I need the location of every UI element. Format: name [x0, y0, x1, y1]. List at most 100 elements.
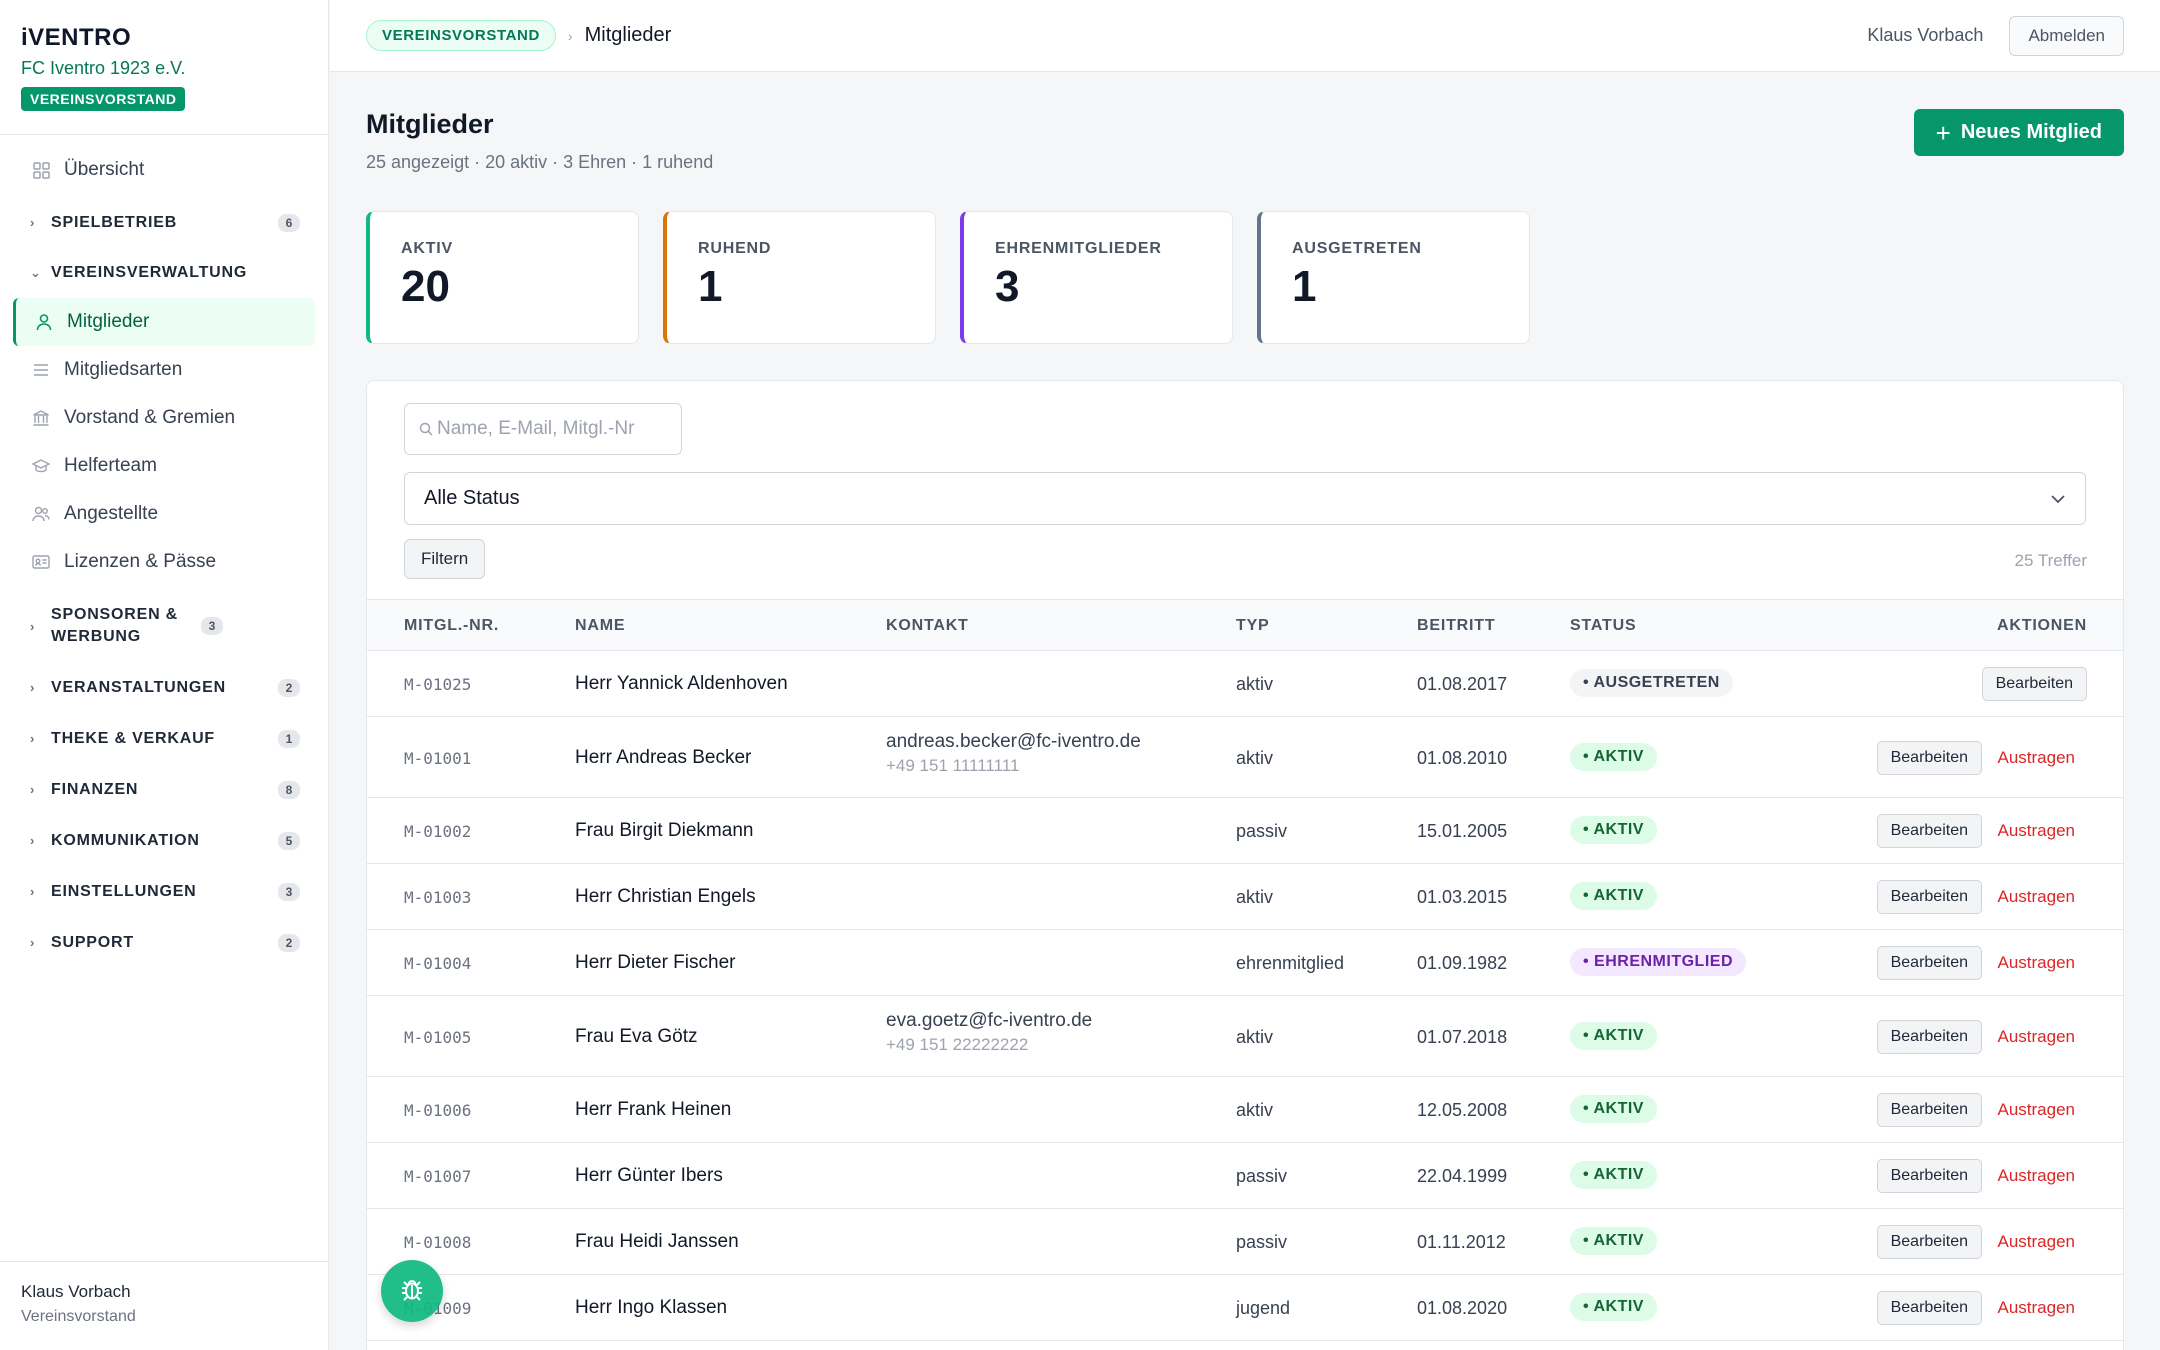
- remove-link[interactable]: Austragen: [1997, 1100, 2076, 1119]
- brand: iVENTRO FC Iventro 1923 e.V. VEREINSVORS…: [0, 0, 328, 135]
- id-card-icon: [32, 553, 50, 571]
- sidebar-item-mitgliedsarten[interactable]: Mitgliedsarten: [0, 346, 328, 394]
- member-name[interactable]: Frau Birgit Diekmann: [575, 820, 754, 841]
- edit-button[interactable]: Bearbeiten: [1876, 1019, 1982, 1054]
- edit-button[interactable]: Bearbeiten: [1876, 740, 1982, 775]
- remove-link[interactable]: Austragen: [1997, 953, 2076, 972]
- member-type: jugend: [1236, 1298, 1291, 1318]
- search-input[interactable]: [437, 418, 667, 440]
- member-join-date: 01.08.2020: [1417, 1298, 1508, 1318]
- remove-link[interactable]: Austragen: [1997, 1298, 2076, 1317]
- filter-button[interactable]: Filtern: [404, 539, 486, 579]
- chevron-right-icon: ›: [30, 618, 36, 634]
- remove-link[interactable]: Austragen: [1997, 1232, 2076, 1251]
- chevron-right-icon: ›: [30, 215, 36, 230]
- member-join-date: 01.07.2018: [1417, 1026, 1508, 1047]
- edit-button[interactable]: Bearbeiten: [1876, 814, 1982, 848]
- column-header-nr[interactable]: MITGL.-NR.: [404, 617, 500, 634]
- sidebar-item-helferteam[interactable]: Helferteam: [0, 442, 328, 490]
- column-header-kontakt[interactable]: KONTAKT: [886, 617, 969, 634]
- member-join-date: 01.09.1982: [1417, 953, 1508, 973]
- page-title: Mitglieder: [366, 109, 494, 139]
- nav-group-kommunikation[interactable]: › KOMMUNIKATION 5: [0, 815, 328, 866]
- member-type: passiv: [1236, 821, 1288, 841]
- status-badge: • AKTIV: [1570, 816, 1657, 844]
- member-join-date: 01.08.2010: [1417, 747, 1508, 768]
- sidebar-item-label: Helferteam: [64, 455, 157, 476]
- member-number: M-01006: [404, 1101, 472, 1120]
- table-body: M-01025 Herr Yannick Aldenhoven aktiv 01.08…: [367, 651, 2123, 1341]
- table-row: M-01006 Herr Frank Heinen aktiv 12.05.2008 •…: [367, 1077, 2123, 1143]
- chevron-down-icon: [2050, 487, 2066, 510]
- sidebar-item-overview[interactable]: Übersicht: [0, 145, 328, 195]
- sidebar-item-lizenzen[interactable]: Lizenzen & Pässe: [0, 538, 328, 586]
- edit-button[interactable]: Bearbeiten: [1876, 880, 1982, 914]
- search-box: [404, 403, 682, 455]
- nav-group-label: KOMMUNIKATION: [51, 831, 200, 849]
- member-name[interactable]: Frau Eva Götz: [575, 1025, 698, 1047]
- member-number: M-01005: [404, 1027, 472, 1047]
- member-join-date: 01.08.2017: [1417, 674, 1508, 694]
- member-name[interactable]: Herr Ingo Klassen: [575, 1297, 728, 1318]
- column-header-name[interactable]: NAME: [575, 617, 626, 634]
- stat-card-ausgetreten: AUSGETRETEN 1: [1257, 211, 1530, 344]
- column-header-status[interactable]: STATUS: [1570, 617, 1637, 634]
- new-member-button[interactable]: + Neues Mitglied: [1913, 109, 2124, 156]
- stat-card-ruhend: RUHEND 1: [663, 211, 936, 344]
- remove-link[interactable]: Austragen: [1997, 1166, 2076, 1185]
- chevron-right-icon: ›: [30, 935, 36, 950]
- status-select-value: Alle Status: [424, 487, 520, 509]
- column-header-beitritt[interactable]: BEITRITT: [1417, 617, 1496, 634]
- remove-link[interactable]: Austragen: [1997, 1026, 2076, 1046]
- member-name[interactable]: Herr Frank Heinen: [575, 1099, 732, 1120]
- brand-logo[interactable]: iVENTRO: [21, 24, 132, 51]
- member-name[interactable]: Herr Andreas Becker: [575, 746, 752, 768]
- sidebar-item-angestellte[interactable]: Angestellte: [0, 490, 328, 538]
- status-badge: • AKTIV: [1570, 882, 1657, 910]
- member-type: aktiv: [1236, 887, 1274, 907]
- member-name[interactable]: Herr Christian Engels: [575, 886, 756, 907]
- nav-group-veranstaltungen[interactable]: › VERANSTALTUNGEN 2: [0, 662, 328, 713]
- column-header-typ[interactable]: TYP: [1236, 617, 1270, 634]
- member-name[interactable]: Herr Dieter Fischer: [575, 952, 736, 973]
- table-row: M-01003 Herr Christian Engels aktiv 01.03.2…: [367, 864, 2123, 930]
- members-table: MITGL.-NR. NAME KONTAKT TYP BEITRITT STA…: [367, 599, 2123, 1341]
- nav-group-theke[interactable]: › THEKE & VERKAUF 1: [0, 713, 328, 764]
- remove-link[interactable]: Austragen: [1997, 887, 2076, 906]
- member-email[interactable]: eva.goetz@fc-iventro.de: [886, 1009, 1093, 1031]
- edit-button[interactable]: Bearbeiten: [1981, 667, 2087, 701]
- status-select[interactable]: Alle Status: [404, 472, 2086, 525]
- member-name[interactable]: Herr Yannick Aldenhoven: [575, 673, 788, 694]
- edit-button[interactable]: Bearbeiten: [1876, 1159, 1982, 1193]
- nav-group-support[interactable]: › SUPPORT 2: [0, 917, 328, 968]
- member-number: M-01003: [404, 888, 472, 907]
- sidebar-item-vorstand[interactable]: Vorstand & Gremien: [0, 394, 328, 442]
- main-content: Mitglieder 25 angezeigt · 20 aktiv · 3 E…: [366, 72, 2124, 1350]
- member-name[interactable]: Herr Günter Ibers: [575, 1165, 723, 1186]
- nav-group-vereinsverwaltung[interactable]: ⌄ VEREINSVERWALTUNG: [0, 248, 328, 298]
- nav-group-sponsoren[interactable]: › SPONSOREN & WERBUNG 3: [0, 590, 328, 662]
- stat-label: AUSGETRETEN: [1292, 240, 1422, 257]
- status-badge: • AKTIV: [1570, 1227, 1657, 1255]
- nav-group-spielbetrieb[interactable]: › SPIELBETRIEB 6: [0, 197, 328, 248]
- member-number: M-01007: [404, 1167, 472, 1186]
- remove-link[interactable]: Austragen: [1997, 821, 2076, 840]
- edit-button[interactable]: Bearbeiten: [1876, 946, 1982, 980]
- bug-report-button[interactable]: [381, 1260, 443, 1322]
- logout-button[interactable]: Abmelden: [2009, 15, 2124, 56]
- nav-group-finanzen[interactable]: › FINANZEN 8: [0, 764, 328, 815]
- stat-value: 1: [698, 262, 723, 311]
- edit-button[interactable]: Bearbeiten: [1876, 1225, 1982, 1259]
- remove-link[interactable]: Austragen: [1997, 747, 2076, 767]
- edit-button[interactable]: Bearbeiten: [1876, 1093, 1982, 1127]
- nav-group-einstellungen[interactable]: › EINSTELLUNGEN 3: [0, 866, 328, 917]
- member-email[interactable]: andreas.becker@fc-iventro.de: [886, 730, 1141, 752]
- sidebar-item-mitglieder[interactable]: Mitglieder: [13, 298, 315, 346]
- edit-button[interactable]: Bearbeiten: [1876, 1291, 1982, 1325]
- table-row: M-01009 Herr Ingo Klassen jugend 01.08.2020…: [367, 1275, 2123, 1341]
- graduation-cap-icon: [32, 457, 50, 475]
- nav-group-label: FINANZEN: [51, 780, 139, 798]
- table-row: M-01005 Frau Eva Götz eva.goetz@fc-iventro…: [367, 996, 2123, 1077]
- member-name[interactable]: Frau Heidi Janssen: [575, 1231, 739, 1252]
- sidebar-item-label: Angestellte: [64, 503, 159, 524]
